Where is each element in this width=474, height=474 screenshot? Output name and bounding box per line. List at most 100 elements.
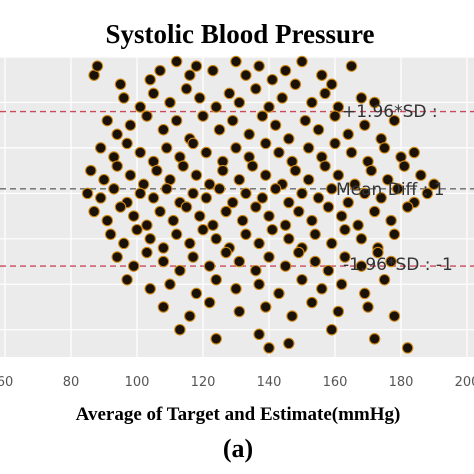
data-point bbox=[408, 146, 420, 159]
upper-loa-label: +1.96*SD : bbox=[342, 102, 438, 122]
data-point bbox=[256, 192, 269, 204]
reference-annotations: +1.96*SD : Mean Diff : 1 -1.96*SD : -1 bbox=[336, 102, 453, 275]
data-point bbox=[312, 123, 325, 136]
data-point bbox=[190, 287, 203, 300]
data-point bbox=[302, 142, 315, 154]
data-point bbox=[283, 233, 295, 245]
data-point bbox=[127, 210, 140, 222]
data-point bbox=[157, 123, 170, 136]
data-point bbox=[233, 305, 246, 318]
data-point bbox=[306, 214, 318, 227]
data-point bbox=[124, 169, 137, 181]
data-point bbox=[114, 78, 127, 91]
data-point bbox=[332, 305, 345, 318]
data-point bbox=[85, 164, 97, 177]
data-point bbox=[190, 60, 203, 72]
data-point bbox=[269, 119, 282, 131]
data-point bbox=[180, 201, 193, 213]
data-point bbox=[283, 196, 295, 209]
data-point bbox=[177, 160, 189, 172]
data-point bbox=[388, 310, 401, 322]
data-point bbox=[187, 251, 199, 263]
data-point bbox=[210, 333, 222, 345]
data-point bbox=[283, 133, 295, 145]
data-point bbox=[200, 192, 213, 204]
data-point bbox=[144, 233, 156, 245]
data-point bbox=[325, 78, 338, 91]
data-point bbox=[104, 228, 117, 241]
data-point bbox=[339, 251, 351, 263]
data-point bbox=[144, 283, 156, 295]
data-point bbox=[118, 237, 130, 250]
data-point bbox=[415, 169, 427, 181]
data-point bbox=[378, 273, 391, 286]
data-point bbox=[141, 246, 153, 259]
data-point bbox=[329, 110, 341, 122]
data-point bbox=[306, 96, 318, 109]
data-point bbox=[223, 87, 236, 100]
data-point bbox=[180, 83, 193, 95]
data-point bbox=[296, 187, 308, 200]
data-point bbox=[362, 301, 374, 313]
data-point bbox=[233, 96, 246, 109]
data-point bbox=[233, 173, 246, 186]
data-point bbox=[98, 173, 110, 186]
data-point bbox=[111, 251, 123, 263]
data-point bbox=[111, 128, 123, 141]
data-point bbox=[345, 146, 358, 159]
data-point bbox=[230, 55, 242, 68]
data-point bbox=[207, 64, 219, 77]
data-point bbox=[358, 119, 371, 131]
data-point bbox=[325, 237, 338, 250]
x-tick-label: 180 bbox=[389, 375, 414, 390]
data-point bbox=[325, 183, 338, 195]
data-point bbox=[230, 283, 242, 295]
data-point bbox=[210, 233, 222, 245]
data-point bbox=[355, 92, 368, 104]
data-point bbox=[200, 146, 213, 159]
data-point bbox=[250, 83, 262, 95]
data-point bbox=[250, 264, 262, 277]
data-point bbox=[276, 92, 288, 104]
data-point bbox=[101, 214, 114, 227]
data-point bbox=[246, 160, 259, 172]
data-point bbox=[187, 137, 199, 150]
data-point bbox=[292, 205, 305, 218]
data-point bbox=[345, 60, 358, 72]
data-point bbox=[421, 187, 434, 200]
data-point bbox=[203, 260, 216, 272]
data-point bbox=[378, 142, 391, 154]
data-point bbox=[94, 192, 107, 204]
data-point bbox=[253, 278, 265, 291]
data-point bbox=[213, 183, 226, 195]
data-point bbox=[203, 296, 216, 309]
data-point bbox=[226, 196, 239, 209]
data-point bbox=[279, 64, 292, 77]
data-point bbox=[289, 164, 302, 177]
data-point bbox=[375, 192, 387, 204]
data-point bbox=[174, 323, 186, 336]
x-tick-label: 140 bbox=[257, 375, 282, 390]
data-point bbox=[332, 169, 345, 181]
data-point bbox=[292, 246, 305, 259]
data-point bbox=[256, 110, 269, 122]
data-point bbox=[388, 228, 401, 241]
data-point bbox=[190, 169, 203, 181]
data-point bbox=[263, 101, 275, 113]
data-point bbox=[108, 183, 120, 195]
data-point bbox=[187, 187, 199, 200]
data-point bbox=[322, 264, 335, 277]
data-point bbox=[398, 160, 411, 172]
data-point bbox=[220, 246, 232, 259]
data-point bbox=[283, 337, 295, 350]
data-point bbox=[134, 187, 147, 200]
data-point bbox=[167, 214, 180, 227]
data-point bbox=[306, 296, 318, 309]
data-point bbox=[296, 55, 308, 68]
data-point bbox=[319, 160, 331, 172]
data-point bbox=[184, 237, 196, 250]
data-point bbox=[157, 301, 170, 313]
chart-title: Systolic Blood Pressure bbox=[105, 19, 374, 49]
lower-loa-label: -1.96*SD : -1 bbox=[343, 255, 453, 275]
data-point bbox=[339, 223, 351, 236]
